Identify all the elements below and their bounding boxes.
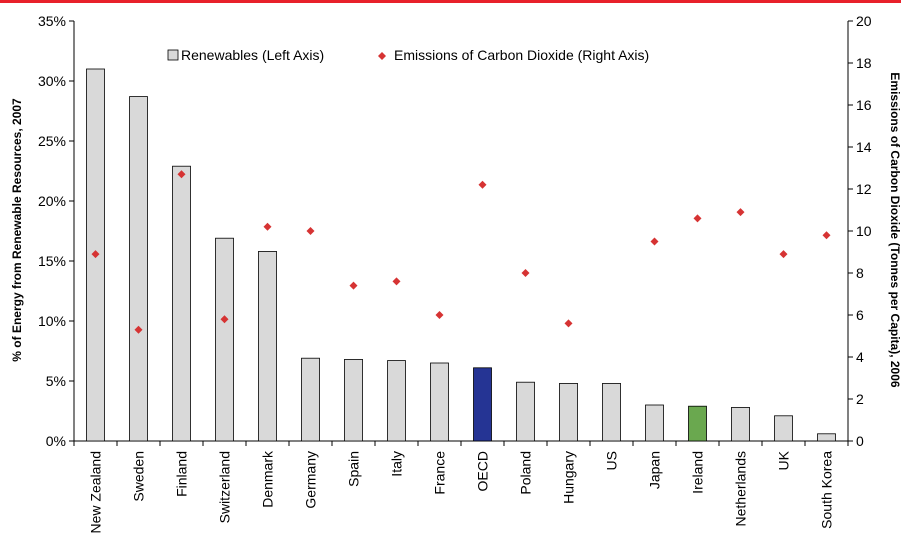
point-oecd [478,180,487,189]
point-new-zealand [91,250,100,259]
point-switzerland [220,315,229,324]
category-label-new-zealand: New Zealand [88,451,104,534]
right-tick-label: 10 [856,223,872,239]
category-label-uk: UK [776,450,792,470]
bar-hungary [559,382,578,442]
category-label-spain: Spain [346,451,362,487]
bar-sweden [129,96,148,442]
right-tick-label: 12 [856,181,872,197]
bar-france [430,362,449,442]
category-labels: New Zealand Sweden Finland Switzerland Denma… [88,450,835,533]
left-tick-label: 0% [46,433,66,449]
category-label-oecd: OECD [475,451,491,491]
right-tick-label: 8 [856,265,864,281]
point-italy [392,277,401,286]
right-tick-label: 18 [856,55,872,71]
left-tick-label: 5% [46,373,66,389]
point-hungary [564,319,573,328]
legend-point-label: Emissions of Carbon Dioxide (Right Axis) [394,47,649,63]
category-label-hungary: Hungary [561,451,577,504]
legend-bar-swatch [167,49,179,61]
category-label-netherlands: Netherlands [733,451,749,527]
right-tick-label: 6 [856,307,864,323]
point-south-korea [822,231,831,240]
scatter-series [91,170,831,334]
right-tick-label: 0 [856,433,864,449]
left-tick-label: 20% [38,193,66,209]
category-label-germany: Germany [303,451,319,509]
bar-germany [301,357,320,442]
bar-south-korea [817,433,836,442]
category-label-us: US [604,451,620,470]
category-label-switzerland: Switzerland [217,451,233,523]
bar-series [86,68,836,442]
point-sweden [134,325,143,334]
left-tick-label: 35% [38,13,66,29]
category-label-sweden: Sweden [131,451,147,502]
bar-italy [387,360,406,442]
bar-poland [516,381,535,442]
point-france [435,311,444,319]
category-label-south-korea: South Korea [819,451,835,529]
right-tick-label: 14 [856,139,872,155]
left-axis: 0% 5% 10% 15% 20% 25% 30% 35% [38,13,74,449]
legend: Renewables (Left Axis) Emissions of Carb… [167,47,649,63]
bar-japan [645,404,664,442]
bar-spain [344,358,363,442]
point-poland [521,269,530,277]
category-label-denmark: Denmark [260,450,276,508]
category-label-italy: Italy [389,451,405,477]
bar-finland [172,165,191,442]
category-label-finland: Finland [174,451,190,497]
bar-netherlands [731,406,750,442]
left-tick-label: 25% [38,133,66,149]
point-denmark [263,222,272,231]
bar-switzerland [215,237,234,442]
left-tick-label: 30% [38,73,66,89]
bar-us [602,382,621,442]
point-germany [306,227,315,235]
bar-denmark [258,250,277,442]
category-label-ireland: Ireland [690,451,706,494]
right-tick-label: 20 [856,13,872,29]
left-axis-title: % of Energy from Renewable Resources, 20… [10,98,24,362]
point-netherlands [736,208,745,217]
point-spain [349,281,358,290]
right-axis-title: Emissions of Carbon Dioxide (Tonnes per … [888,72,901,388]
category-label-france: France [432,451,448,495]
point-finland [177,170,186,179]
top-accent-bar [0,0,901,3]
point-uk [779,250,788,259]
category-label-japan: Japan [647,451,663,489]
point-ireland [693,214,702,223]
bar-oecd [473,367,492,442]
right-tick-label: 16 [856,97,872,113]
bar-ireland [688,405,707,442]
legend-bar-label: Renewables (Left Axis) [181,47,324,63]
category-label-poland: Poland [518,451,534,495]
right-tick-label: 4 [856,349,864,365]
left-tick-label: 10% [38,313,66,329]
right-tick-label: 2 [856,391,864,407]
bar-uk [774,415,793,442]
legend-point-swatch [378,52,386,60]
point-japan [650,237,659,246]
left-tick-label: 15% [38,253,66,269]
right-axis: 0 2 4 6 8 10 12 14 16 18 20 [848,13,872,449]
